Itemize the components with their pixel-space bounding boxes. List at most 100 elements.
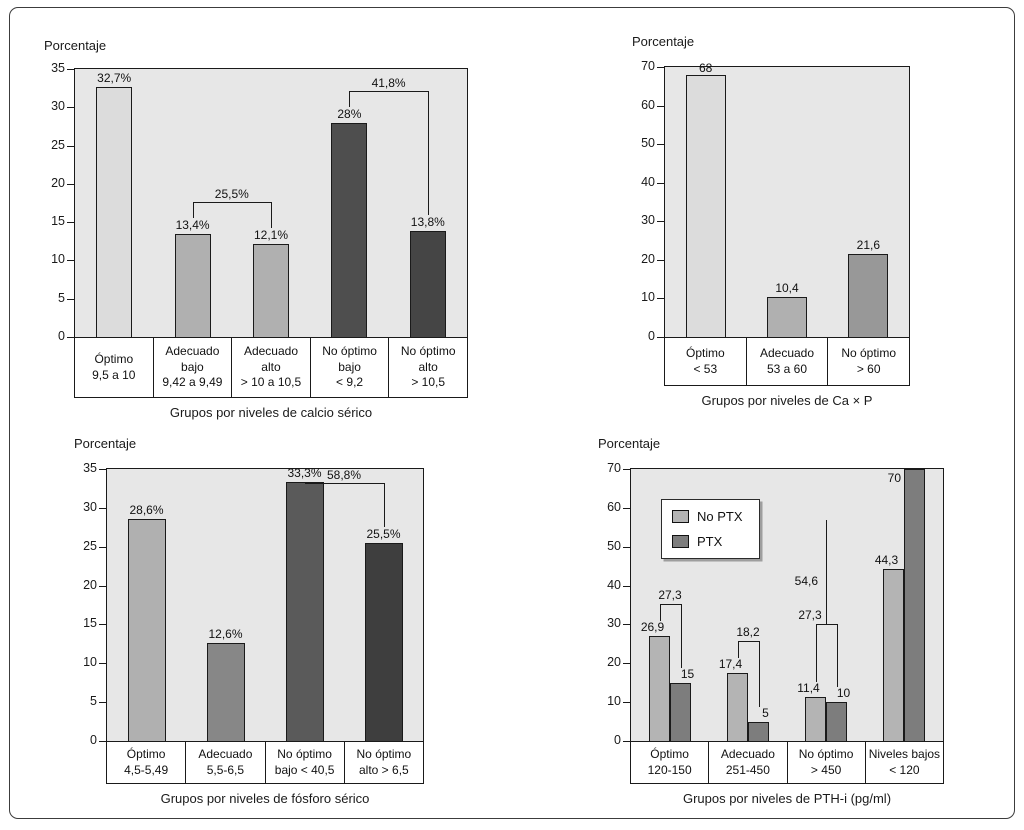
bar xyxy=(767,296,807,337)
x-axis-title: Grupos por niveles de calcio sérico xyxy=(169,405,373,420)
y-tick-mark xyxy=(67,222,74,224)
y-tick-label: 20 xyxy=(83,577,97,592)
category-cell: Niveles bajos < 120 xyxy=(868,747,941,777)
category-cell: No óptimo bajo < 40,5 xyxy=(266,742,345,783)
bar xyxy=(649,636,670,741)
y-tick-label: 0 xyxy=(58,329,65,343)
bar-value-label: 44,3 xyxy=(874,552,899,567)
bracket-line xyxy=(680,604,682,668)
bar-value-label: 12,1% xyxy=(253,228,289,243)
y-tick-label: 15 xyxy=(83,616,97,631)
y-tick-mark xyxy=(657,105,664,107)
bar-value-label: 26,9 xyxy=(640,620,665,635)
y-tick-mark xyxy=(623,507,630,509)
category-cell: No óptimo bajo < 9,2 xyxy=(311,338,390,397)
y-tick-mark xyxy=(623,546,630,548)
bar-value-label: 5 xyxy=(762,705,769,720)
category-cell: Adecuado 251-450 xyxy=(709,742,788,783)
bar xyxy=(285,482,324,741)
category-strip: Óptimo 9,5 a 10 Adecuado bajo 9,42 a 9,49… xyxy=(74,338,468,398)
y-tick-label: 70 xyxy=(607,461,621,475)
y-tick-mark xyxy=(67,145,74,147)
y-tick-label: 35 xyxy=(51,61,65,75)
bar xyxy=(331,122,368,337)
bracket-line xyxy=(349,90,428,92)
category-cell: Óptimo 9,5 a 10 xyxy=(75,338,154,397)
bracket-label: 25,5% xyxy=(214,187,249,202)
bar xyxy=(685,74,726,337)
y-tick-label: 10 xyxy=(51,252,65,267)
bracket-line xyxy=(815,624,817,682)
plot-area: 26,9 17,4 11,4 44,3 15 5 10 70 27,3 18,2 27,3 54,6 N… xyxy=(630,468,944,742)
chart-fosforo-serico: Porcentaje 28,6% 12,6% 33,3% 25,5% 58,8% 0 5 10 1… xyxy=(66,436,434,820)
bracket-line xyxy=(349,90,351,107)
y-axis-title: Porcentaje xyxy=(632,34,695,49)
bar-value-label: 28% xyxy=(337,106,362,121)
bar xyxy=(805,696,826,741)
bar-value-label: 28,6% xyxy=(129,502,164,517)
bar xyxy=(727,673,748,741)
x-axis-title: Grupos por niveles de PTH-i (pg/ml) xyxy=(682,791,892,806)
y-tick-mark xyxy=(99,663,106,665)
bracket-line xyxy=(192,202,194,219)
y-tick-label: 25 xyxy=(51,137,65,152)
y-tick-mark xyxy=(67,260,74,262)
category-cell: No óptimo alto > 6,5 xyxy=(356,747,412,777)
bar-value-label: 11,4 xyxy=(797,680,820,695)
bar xyxy=(826,702,847,741)
bar xyxy=(748,721,769,741)
bar xyxy=(253,244,289,337)
y-tick-mark xyxy=(99,546,106,548)
y-tick-mark xyxy=(99,585,106,587)
y-tick-mark xyxy=(99,702,106,704)
category-cell: Óptimo 120-150 xyxy=(631,742,710,783)
plot-area: 32,7% 13,4% 12,1% 28% 13,8% 25,5% 41,8% xyxy=(74,68,468,338)
category-cell: No óptimo alto > 10,5 xyxy=(400,344,456,390)
category-cell: Óptimo 4,5-5,49 xyxy=(107,742,187,783)
y-tick-label: 5 xyxy=(90,694,97,709)
bar-value-label: 32,7% xyxy=(97,70,132,85)
bar-value-label: 21,6 xyxy=(856,237,880,252)
bar xyxy=(127,518,166,741)
y-tick-mark xyxy=(657,182,664,184)
bracket-line xyxy=(659,604,661,622)
y-tick-mark xyxy=(623,663,630,665)
legend-item: No PTX xyxy=(672,509,743,524)
legend: No PTX PTX xyxy=(661,499,760,559)
bar xyxy=(848,253,889,337)
bar-value-label: 13,8% xyxy=(410,215,445,230)
y-tick-label: 0 xyxy=(90,733,97,747)
y-tick-mark xyxy=(67,107,74,109)
bracket-label: 18,2 xyxy=(736,625,760,640)
bracket-label: 27,3 xyxy=(658,588,682,603)
plot-area: 68 10,4 21,6 xyxy=(664,61,910,338)
bracket-line xyxy=(826,519,827,625)
y-tick-mark xyxy=(623,741,630,742)
bracket-label: 41,8% xyxy=(371,75,406,90)
y-tick-mark xyxy=(67,69,74,70)
bar-value-label: 12,6% xyxy=(208,627,243,642)
bar-value-label: 13,4% xyxy=(175,218,210,233)
legend-swatch xyxy=(672,510,689,523)
y-tick-label: 50 xyxy=(641,136,655,151)
bar-value-label: 68 xyxy=(698,61,713,75)
bar xyxy=(904,469,925,741)
y-tick-label: 0 xyxy=(648,329,655,343)
bracket-label: 27,3 xyxy=(798,608,822,623)
y-tick-mark xyxy=(99,741,106,742)
bar xyxy=(364,542,403,741)
chart-calcio-serico: Porcentaje 32,7% 13,4% 12,1% 28% 13,8% 25,5% 41… xyxy=(36,38,482,430)
bracket-line xyxy=(383,483,385,527)
bracket-line xyxy=(192,202,271,204)
bar xyxy=(409,231,446,337)
y-tick-mark xyxy=(99,507,106,509)
y-tick-mark xyxy=(623,585,630,587)
category-strip: Óptimo 4,5-5,49 Adecuado 5,5-6,5 No óptimo… xyxy=(106,742,424,784)
y-tick-label: 60 xyxy=(641,97,655,112)
y-tick-mark xyxy=(99,469,106,470)
y-tick-label: 20 xyxy=(51,175,65,190)
category-cell: Adecuado 5,5-6,5 xyxy=(186,742,266,783)
category-cell: Adecuado alto > 10 a 10,5 xyxy=(232,338,311,397)
bracket-line xyxy=(271,202,272,229)
y-tick-mark xyxy=(657,259,664,261)
